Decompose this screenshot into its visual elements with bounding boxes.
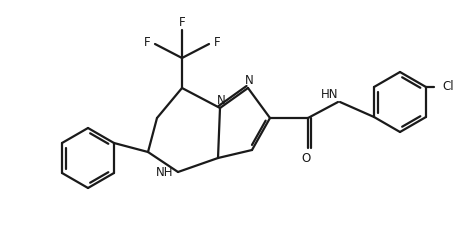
Text: Cl: Cl <box>442 81 453 93</box>
Text: NH: NH <box>156 166 174 178</box>
Text: F: F <box>179 16 185 30</box>
Text: N: N <box>245 74 254 87</box>
Text: N: N <box>217 95 226 107</box>
Text: O: O <box>301 152 311 164</box>
Text: F: F <box>214 35 220 49</box>
Text: HN: HN <box>321 87 339 101</box>
Text: F: F <box>144 35 150 49</box>
